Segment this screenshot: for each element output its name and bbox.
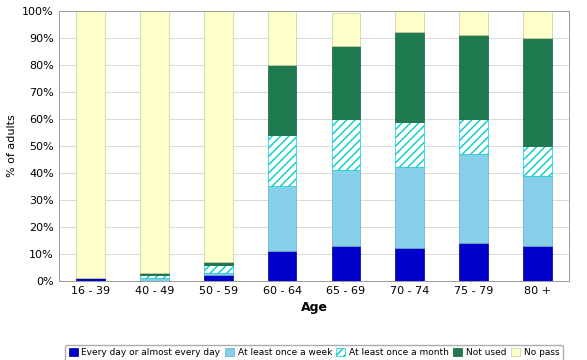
Bar xyxy=(76,11,105,278)
Bar xyxy=(523,38,552,146)
Bar xyxy=(268,251,296,281)
Legend: Every day or almost every day, At least once a week, At least once a month, Not : Every day or almost every day, At least … xyxy=(65,345,563,360)
Bar xyxy=(332,46,360,119)
Bar xyxy=(140,273,169,275)
Bar xyxy=(332,246,360,281)
X-axis label: Age: Age xyxy=(301,301,328,314)
Bar xyxy=(332,13,360,46)
Bar xyxy=(140,275,169,278)
Bar xyxy=(140,11,169,273)
Bar xyxy=(396,11,424,32)
Bar xyxy=(140,278,169,281)
Bar xyxy=(268,186,296,251)
Bar xyxy=(204,273,232,275)
Bar xyxy=(459,11,488,35)
Bar xyxy=(396,32,424,122)
Bar xyxy=(459,154,488,243)
Bar xyxy=(268,65,296,135)
Bar xyxy=(459,243,488,281)
Bar xyxy=(396,122,424,167)
Bar xyxy=(268,11,296,65)
Bar xyxy=(459,35,488,119)
Bar xyxy=(204,11,232,262)
Bar xyxy=(204,262,232,265)
Bar xyxy=(523,175,552,246)
Bar xyxy=(523,11,552,38)
Bar xyxy=(459,119,488,154)
Bar xyxy=(268,135,296,186)
Bar xyxy=(332,119,360,170)
Bar xyxy=(396,248,424,281)
Y-axis label: % of adults: % of adults xyxy=(6,114,16,177)
Bar xyxy=(204,265,232,273)
Bar xyxy=(523,146,552,175)
Bar xyxy=(204,275,232,281)
Bar xyxy=(523,246,552,281)
Bar xyxy=(76,278,105,281)
Bar xyxy=(396,167,424,248)
Bar xyxy=(332,170,360,246)
